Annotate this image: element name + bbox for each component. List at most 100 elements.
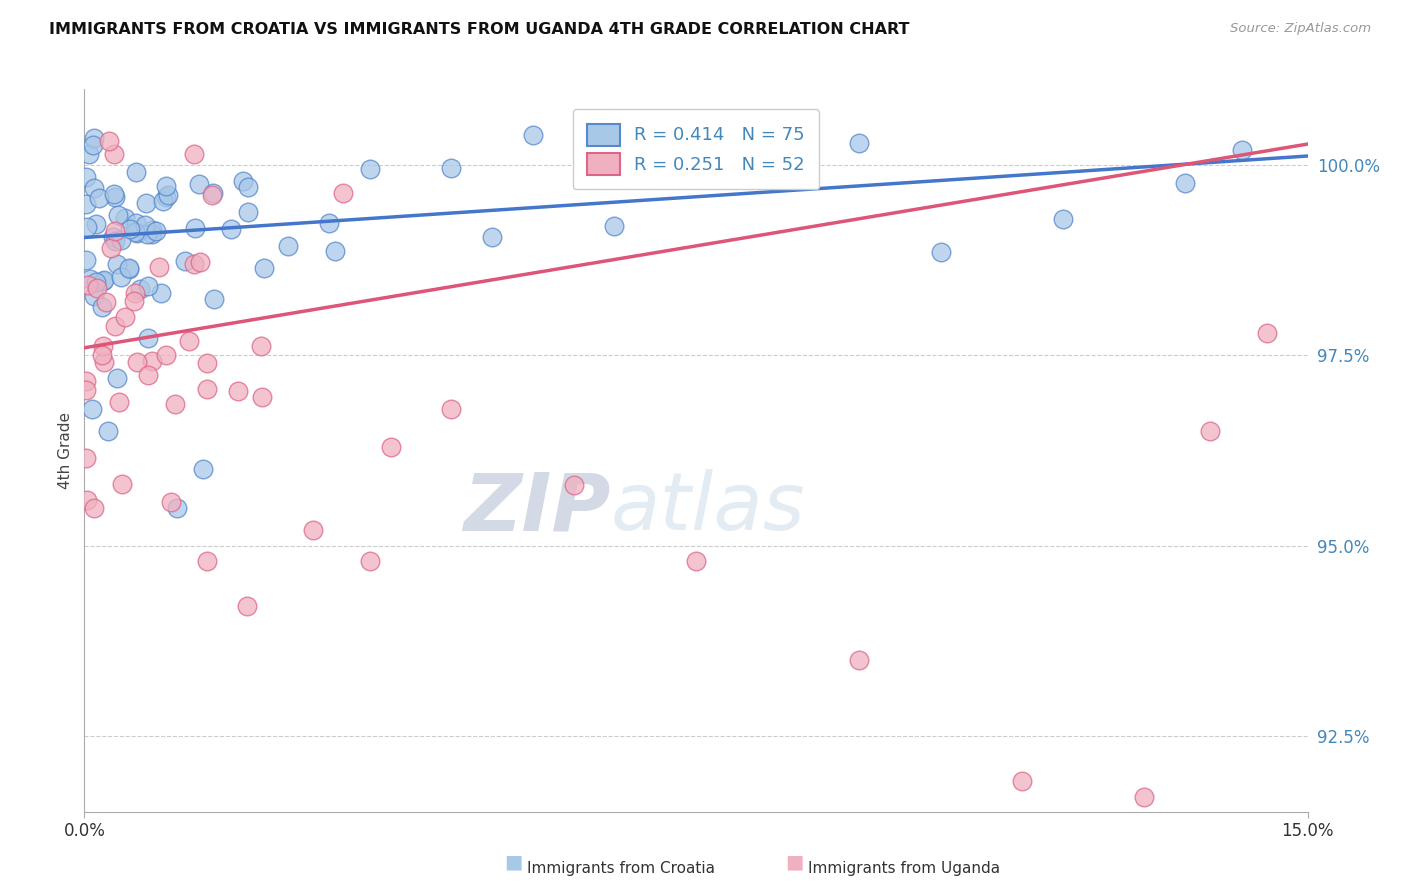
Point bbox=[103, 147, 125, 161]
Point bbox=[166, 500, 188, 515]
Point bbox=[481, 230, 503, 244]
Point bbox=[90, 300, 112, 314]
Point bbox=[127, 354, 149, 368]
Point bbox=[152, 194, 174, 208]
Point bbox=[76, 493, 98, 508]
Point bbox=[79, 272, 101, 286]
Point bbox=[94, 295, 117, 310]
Point bbox=[75, 169, 97, 184]
Point bbox=[145, 224, 167, 238]
Point bbox=[766, 163, 789, 178]
Point bbox=[1133, 789, 1156, 804]
Point bbox=[124, 225, 146, 239]
Text: Source: ZipAtlas.com: Source: ZipAtlas.com bbox=[1230, 22, 1371, 36]
Point bbox=[83, 131, 105, 145]
Point bbox=[107, 257, 129, 271]
Point bbox=[250, 339, 273, 353]
Point bbox=[440, 401, 463, 416]
Point bbox=[138, 331, 160, 345]
Point bbox=[163, 397, 186, 411]
Legend: R = 0.414   N = 75, R = 0.251   N = 52: R = 0.414 N = 75, R = 0.251 N = 52 bbox=[572, 109, 820, 189]
Point bbox=[380, 440, 402, 454]
Point bbox=[114, 310, 136, 325]
Point bbox=[75, 451, 97, 466]
Point bbox=[76, 220, 98, 235]
Point bbox=[187, 177, 209, 191]
Point bbox=[156, 187, 179, 202]
Point bbox=[110, 270, 132, 285]
Point bbox=[101, 229, 124, 244]
Text: ZIP: ZIP bbox=[463, 469, 610, 548]
Point bbox=[359, 554, 381, 568]
Point bbox=[120, 222, 142, 236]
Point bbox=[96, 425, 118, 439]
Point bbox=[1256, 326, 1278, 340]
Y-axis label: 4th Grade: 4th Grade bbox=[58, 412, 73, 489]
Point bbox=[236, 599, 259, 614]
Point bbox=[84, 217, 107, 231]
Point bbox=[111, 477, 134, 491]
Text: ■: ■ bbox=[503, 853, 523, 871]
Point bbox=[77, 278, 100, 293]
Point bbox=[848, 136, 870, 151]
Point bbox=[93, 273, 115, 287]
Point bbox=[124, 286, 146, 301]
Text: atlas: atlas bbox=[610, 469, 806, 548]
Point bbox=[125, 216, 148, 230]
Point bbox=[603, 219, 626, 234]
Point bbox=[191, 462, 214, 476]
Point bbox=[87, 191, 110, 205]
Point bbox=[83, 500, 105, 515]
Text: ■: ■ bbox=[785, 853, 804, 871]
Point bbox=[236, 180, 259, 194]
Point bbox=[79, 147, 101, 161]
Point bbox=[75, 374, 97, 388]
Point bbox=[91, 339, 114, 353]
Point bbox=[104, 189, 127, 203]
Point bbox=[1011, 774, 1033, 789]
Point bbox=[128, 282, 150, 296]
Point bbox=[86, 275, 108, 289]
Point bbox=[183, 220, 205, 235]
Point bbox=[848, 652, 870, 666]
Point bbox=[562, 477, 585, 491]
Point bbox=[201, 188, 224, 202]
Point bbox=[125, 165, 148, 179]
Point bbox=[110, 233, 132, 247]
Point bbox=[226, 384, 249, 399]
Point bbox=[183, 147, 205, 161]
Point bbox=[252, 391, 274, 405]
Point bbox=[318, 216, 340, 230]
Point bbox=[141, 227, 163, 241]
Point bbox=[1052, 211, 1074, 226]
Point bbox=[107, 209, 129, 223]
Point bbox=[118, 262, 141, 277]
Point bbox=[114, 211, 136, 225]
Point bbox=[98, 134, 121, 148]
Point bbox=[125, 226, 148, 240]
Point bbox=[75, 197, 97, 211]
Point bbox=[332, 186, 354, 200]
Point bbox=[159, 495, 181, 509]
Point bbox=[135, 195, 157, 210]
Point bbox=[104, 224, 127, 238]
Point bbox=[323, 244, 346, 258]
Text: IMMIGRANTS FROM CROATIA VS IMMIGRANTS FROM UGANDA 4TH GRADE CORRELATION CHART: IMMIGRANTS FROM CROATIA VS IMMIGRANTS FR… bbox=[49, 22, 910, 37]
Point bbox=[232, 174, 254, 188]
Point bbox=[277, 239, 299, 253]
Point bbox=[104, 318, 127, 333]
Point bbox=[148, 260, 170, 275]
Point bbox=[118, 260, 141, 275]
Point bbox=[83, 289, 105, 303]
Point bbox=[149, 286, 172, 301]
Point bbox=[105, 371, 128, 385]
Point bbox=[522, 128, 544, 143]
Point bbox=[93, 355, 115, 369]
Point bbox=[219, 222, 242, 236]
Point bbox=[90, 348, 112, 362]
Point bbox=[136, 368, 159, 383]
Point bbox=[108, 394, 131, 409]
Point bbox=[86, 281, 108, 295]
Point bbox=[100, 241, 122, 255]
Point bbox=[202, 292, 225, 306]
